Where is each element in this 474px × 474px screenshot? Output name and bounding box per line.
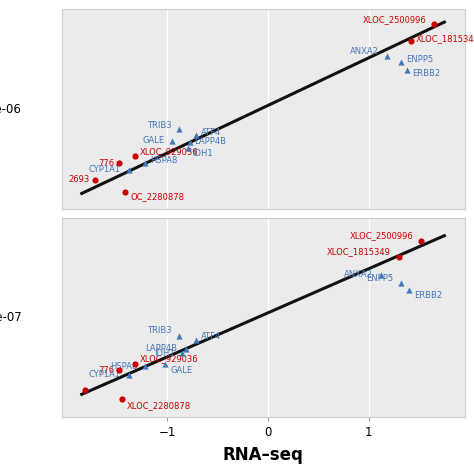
Text: ATF4: ATF4 (201, 332, 221, 341)
Text: IDH1: IDH1 (154, 349, 174, 358)
Point (131, 152, 139, 159)
Point (397, 59, 405, 66)
Text: IDH1: IDH1 (192, 149, 213, 158)
Text: p = 9e-06: p = 9e-06 (0, 102, 21, 116)
Point (395, 254, 403, 261)
Text: CYP1A1: CYP1A1 (89, 370, 121, 379)
Text: LAPP4B: LAPP4B (146, 344, 177, 353)
Point (141, 159, 149, 167)
Text: HSPA8: HSPA8 (110, 362, 137, 371)
Point (125, 166, 133, 173)
Point (176, 332, 183, 339)
Point (182, 345, 189, 352)
Text: ANXA2: ANXA2 (344, 270, 373, 279)
Text: XLOC_929036: XLOC_929036 (140, 355, 199, 364)
Point (115, 366, 123, 374)
Text: ATF4: ATF4 (201, 128, 221, 137)
Point (383, 52, 391, 60)
Text: 2693: 2693 (69, 175, 90, 184)
Text: HSPA8: HSPA8 (150, 156, 178, 165)
Point (81, 386, 89, 393)
Text: OC_2280878: OC_2280878 (130, 192, 184, 201)
Text: XLOC_2500996: XLOC_2500996 (363, 15, 426, 24)
Point (162, 360, 169, 367)
Text: XLOC_2280878: XLOC_2280878 (127, 401, 191, 410)
Point (407, 37, 415, 45)
Text: ERBB2: ERBB2 (414, 291, 442, 300)
Point (403, 66, 411, 74)
Point (397, 280, 405, 287)
Point (121, 188, 129, 196)
Text: XLOC_2500996: XLOC_2500996 (349, 231, 413, 240)
Text: ANXA2: ANXA2 (350, 47, 379, 56)
Text: 776: 776 (98, 159, 114, 168)
Point (141, 363, 149, 370)
Point (377, 271, 385, 279)
Point (115, 159, 123, 167)
Point (176, 126, 183, 133)
Text: CYP1A1: CYP1A1 (89, 165, 121, 174)
Point (131, 360, 139, 367)
Text: XLOC_929036: XLOC_929036 (140, 147, 199, 156)
Text: ENPP5: ENPP5 (406, 55, 433, 64)
Text: TRIB3: TRIB3 (147, 121, 172, 130)
Text: 776: 776 (98, 365, 114, 374)
Point (184, 144, 191, 152)
Text: XLOC_1815349: XLOC_1815349 (327, 247, 391, 256)
Text: GALE: GALE (170, 365, 192, 374)
Point (125, 371, 133, 378)
Text: ENPP5: ENPP5 (366, 274, 393, 283)
Point (179, 349, 186, 357)
Text: p = 8e-07: p = 8e-07 (0, 311, 21, 324)
Point (192, 337, 200, 344)
Point (405, 286, 413, 293)
Point (430, 20, 438, 27)
Point (91, 176, 99, 183)
Point (192, 132, 200, 139)
Point (186, 138, 193, 146)
Text: XLOC_1815349: XLOC_1815349 (416, 34, 474, 43)
Text: TRIB3: TRIB3 (147, 326, 172, 335)
Point (118, 395, 126, 402)
Text: ERBB2: ERBB2 (412, 70, 440, 79)
Point (169, 137, 176, 144)
Text: GALE: GALE (142, 136, 164, 145)
X-axis label: RNA–seq: RNA–seq (223, 446, 303, 464)
Point (418, 237, 425, 245)
Text: LAPP4B: LAPP4B (194, 137, 227, 146)
